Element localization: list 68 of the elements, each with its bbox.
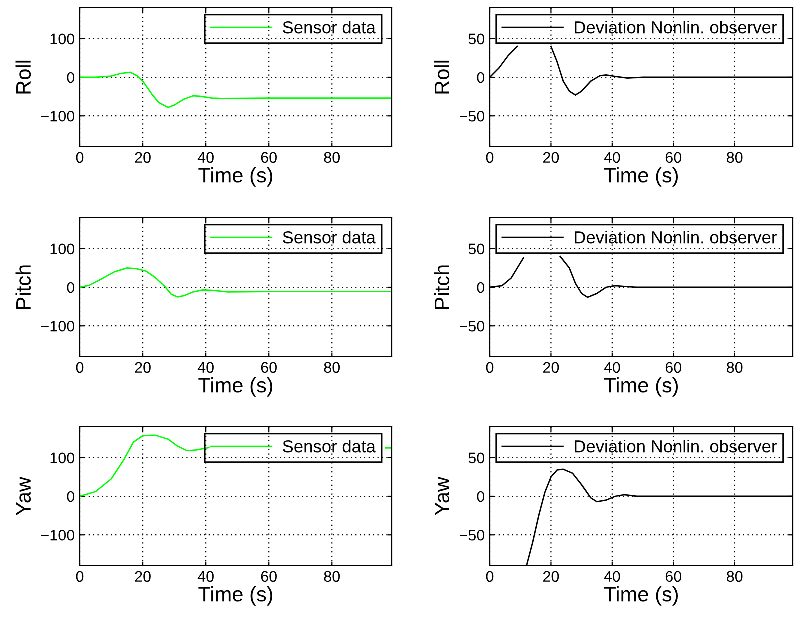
- y-tick-label: −50: [460, 110, 485, 122]
- y-tick-label: 50: [468, 34, 485, 45]
- legend-label: Deviation Nonlin. observer: [575, 21, 777, 34]
- x-tick-label: 80: [324, 152, 340, 164]
- x-axis-title: Time (s): [604, 167, 678, 187]
- x-tick-label: 40: [604, 362, 620, 374]
- y-tick-label: −50: [460, 530, 485, 541]
- y-tick-label: 0: [477, 282, 485, 294]
- y-tick-label: 100: [50, 34, 75, 45]
- x-tick-label: 60: [666, 152, 682, 164]
- y-tick-label: 100: [50, 244, 75, 255]
- y-tick-label: −50: [460, 320, 485, 332]
- y-axis-title: Yaw: [435, 476, 450, 516]
- x-tick-label: 0: [486, 571, 494, 582]
- x-axis-title: Time (s): [198, 377, 273, 397]
- x-tick-label: 40: [604, 152, 620, 164]
- x-axis-title: Time (s): [604, 586, 678, 606]
- x-tick-label: 60: [261, 571, 277, 582]
- x-tick-label: 80: [727, 362, 743, 374]
- x-tick-label: 40: [604, 571, 620, 582]
- x-tick-label: 80: [324, 362, 340, 374]
- y-tick-label: 100: [50, 452, 75, 464]
- x-tick-label: 0: [76, 571, 84, 582]
- x-tick-label: 20: [135, 571, 151, 582]
- y-tick-label: 50: [468, 244, 485, 255]
- y-tick-label: −100: [41, 110, 75, 122]
- x-tick-label: 20: [135, 152, 151, 164]
- x-tick-label: 60: [261, 362, 277, 374]
- x-tick-label: 20: [543, 152, 560, 164]
- y-axis-title: Yaw: [16, 476, 32, 516]
- x-tick-label: 20: [543, 571, 560, 582]
- x-tick-label: 40: [198, 152, 214, 164]
- x-tick-label: 60: [261, 152, 277, 164]
- line-series: [80, 72, 392, 108]
- y-tick-label: −100: [41, 530, 75, 541]
- y-tick-label: 0: [477, 491, 485, 502]
- x-tick-label: 60: [666, 362, 682, 374]
- y-axis-title: Roll: [434, 60, 450, 94]
- x-axis-title: Time (s): [198, 167, 273, 187]
- x-tick-label: 40: [198, 362, 214, 374]
- legend-label: Deviation Nonlin. observer: [575, 440, 777, 453]
- y-tick-label: −100: [41, 320, 75, 332]
- y-tick-label: 0: [67, 72, 75, 84]
- x-tick-label: 80: [727, 152, 743, 164]
- series-label: Sensor data: [283, 440, 376, 453]
- y-axis-title: Pitch: [434, 266, 450, 309]
- x-tick-label: 0: [486, 152, 494, 164]
- x-tick-label: 60: [666, 571, 682, 582]
- x-tick-label: 0: [486, 362, 494, 374]
- y-axis-title: Pitch: [16, 266, 32, 309]
- line-series: [80, 268, 392, 298]
- y-tick-label: 50: [468, 452, 485, 464]
- x-tick-label: 40: [198, 571, 214, 582]
- x-tick-label: 20: [543, 362, 560, 374]
- x-axis-title: Time (s): [604, 377, 678, 397]
- y-axis-title: Roll: [16, 60, 32, 94]
- y-tick-label: 0: [477, 72, 485, 84]
- x-tick-label: 80: [727, 571, 743, 582]
- x-axis-title: Time (s): [198, 586, 273, 606]
- x-tick-label: 80: [324, 571, 340, 582]
- legend-label: Deviation Nonlin. observer: [575, 231, 777, 244]
- y-tick-label: 0: [67, 282, 75, 294]
- y-tick-label: 0: [67, 491, 75, 502]
- x-tick-label: 0: [76, 362, 84, 374]
- legend-label: Sensor data: [283, 231, 376, 244]
- x-tick-label: 20: [135, 362, 151, 374]
- x-tick-label: 0: [76, 152, 84, 164]
- legend-label: Sensor data: [283, 21, 376, 34]
